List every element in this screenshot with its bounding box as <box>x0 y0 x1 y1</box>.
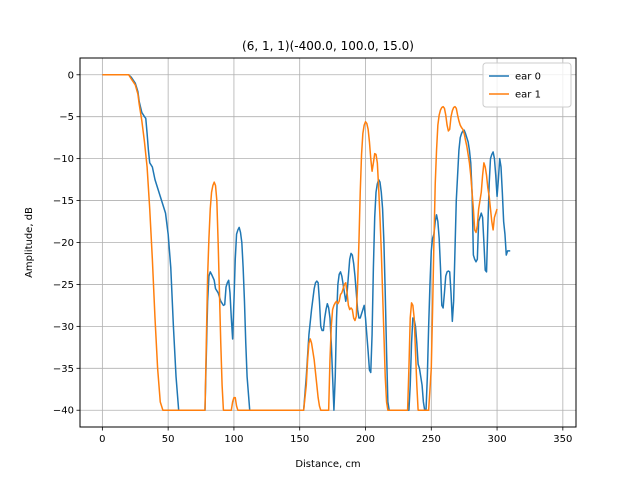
x-axis-label: Distance, cm <box>295 459 360 470</box>
legend: ear 0 ear 1 <box>482 62 572 108</box>
legend-label-ear-0: ear 0 <box>515 72 541 83</box>
series-line-ear-0 <box>102 74 511 411</box>
x-tick-label: 200 <box>356 434 375 445</box>
x-tick-label: 300 <box>488 434 507 445</box>
y-tick-label: −15 <box>53 196 74 207</box>
x-tick-label: 50 <box>162 434 175 445</box>
y-tick-label: −5 <box>59 112 74 123</box>
x-tick-label: 250 <box>422 434 441 445</box>
y-tick-label: −25 <box>53 280 74 291</box>
grid-layer <box>80 58 576 427</box>
series-layer <box>102 74 511 411</box>
y-tick-label: −40 <box>53 406 74 417</box>
y-tick-label: −20 <box>53 238 74 249</box>
x-tick-label: 0 <box>99 434 105 445</box>
tick-layer: 0 50 100 150 200 250 300 350 0 −5 −10 −15 −20 −25 −30 −… <box>53 70 572 445</box>
y-axis-label: Amplitude, dB <box>24 207 35 278</box>
x-tick-label: 350 <box>553 434 572 445</box>
y-tick-label: −35 <box>53 364 74 375</box>
x-tick-label: 100 <box>224 434 243 445</box>
series-line-ear-1 <box>102 74 498 411</box>
legend-box <box>482 62 572 108</box>
legend-label-ear-1: ear 1 <box>515 90 541 101</box>
y-tick-label: 0 <box>68 70 74 81</box>
x-tick-label: 150 <box>290 434 309 445</box>
y-tick-label: −10 <box>53 154 74 165</box>
y-tick-label: −30 <box>53 322 74 333</box>
chart-title: (6, 1, 1)(-400.0, 100.0, 15.0) <box>242 39 414 53</box>
